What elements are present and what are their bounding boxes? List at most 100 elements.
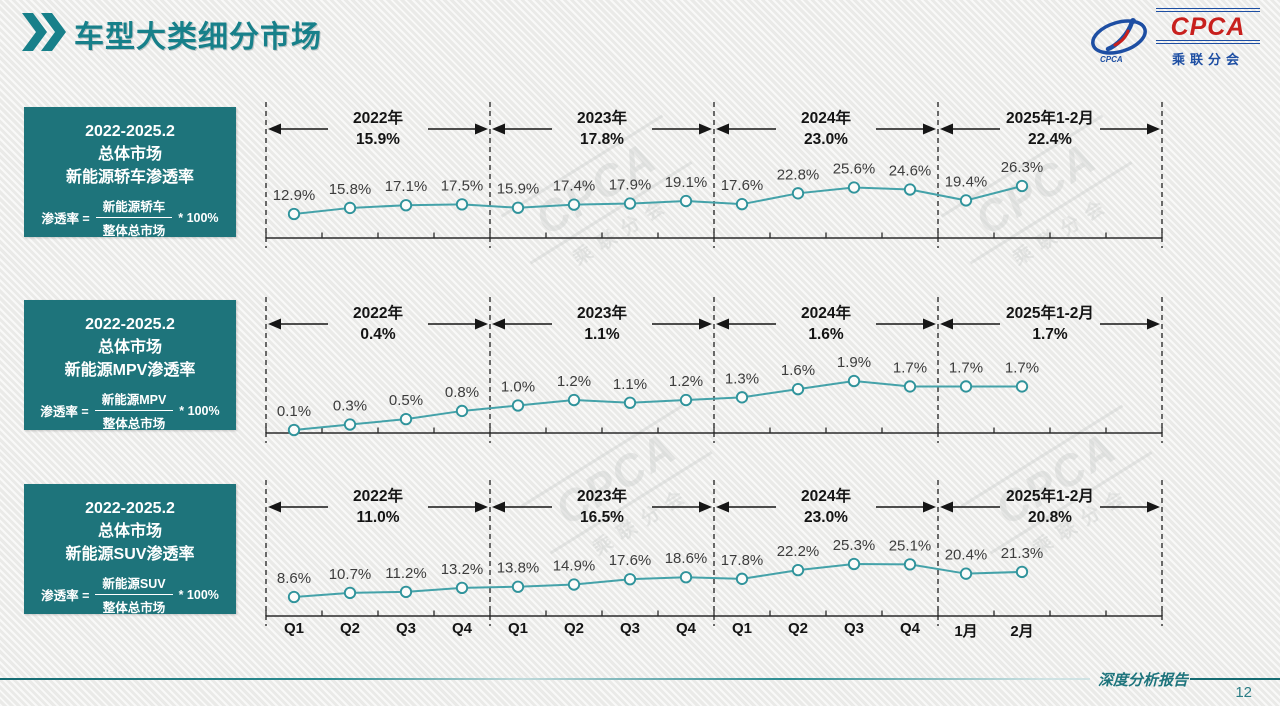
- data-label: 15.9%: [497, 181, 540, 198]
- data-point: [847, 374, 861, 388]
- x-axis-label: Q1: [507, 620, 528, 637]
- data-label: 17.6%: [609, 552, 652, 569]
- trend-line: [293, 185, 1023, 215]
- suv-penetration-line-chart: 2022年 11.0% 2023年 16.5% 2024年 23.0% 2025年1-2月 2…: [265, 480, 1163, 626]
- right-arrowhead-icon: [475, 318, 488, 330]
- right-arrowhead-icon: [475, 123, 488, 135]
- right-arrowhead-icon: [475, 501, 488, 513]
- info-box-metric: 新能源MPV渗透率: [64, 362, 196, 379]
- data-point: [287, 423, 301, 437]
- data-point: [343, 201, 357, 215]
- left-arrowhead-icon: [268, 123, 281, 135]
- left-arrowhead-icon: [940, 318, 953, 330]
- data-point: [567, 578, 581, 591]
- data-point: [735, 572, 749, 585]
- data-point: [735, 198, 749, 211]
- left-arrowhead-icon: [268, 318, 281, 330]
- data-point: [1015, 565, 1029, 579]
- x-axis-label: Q4: [675, 620, 696, 637]
- x-axis-label: Q4: [899, 620, 920, 637]
- data-label: 1.7%: [893, 359, 927, 376]
- data-label: 0.8%: [445, 384, 479, 401]
- x-axis-label: Q4: [451, 620, 472, 637]
- penetration-formula: 渗透率 = 新能源SUV 整体总市场 * 100%: [24, 573, 236, 616]
- segment-year-label: 2025年1-2月: [1006, 486, 1094, 505]
- x-axis-label: Q3: [843, 620, 864, 637]
- logo-pinstripes-bottom: [1156, 40, 1260, 46]
- data-point: [959, 194, 973, 207]
- data-label: 25.6%: [833, 160, 876, 177]
- segment-average-label: 22.4%: [1028, 131, 1072, 148]
- segment-average-label: 1.7%: [1032, 326, 1068, 343]
- info-box-metric: 新能源轿车渗透率: [65, 169, 194, 186]
- data-label: 13.8%: [497, 560, 540, 577]
- segment-year-label: 2023年: [577, 303, 627, 322]
- data-label: 1.1%: [613, 376, 647, 393]
- data-point: [567, 198, 581, 211]
- data-point: [679, 571, 693, 584]
- x-axis-label: 2月: [1010, 623, 1034, 640]
- data-label: 1.2%: [669, 373, 703, 390]
- left-arrowhead-icon: [940, 501, 953, 513]
- data-label: 1.7%: [949, 359, 983, 376]
- right-arrowhead-icon: [1147, 123, 1160, 135]
- right-arrowhead-icon: [699, 123, 712, 135]
- trend-line: [293, 379, 1022, 431]
- data-point: [399, 199, 413, 212]
- data-label: 17.6%: [721, 177, 764, 194]
- data-label: 13.2%: [441, 561, 484, 578]
- right-arrowhead-icon: [923, 501, 936, 513]
- data-label: 26.3%: [1001, 159, 1044, 176]
- footer-divider-left: [0, 678, 1090, 680]
- data-point: [511, 580, 525, 593]
- data-label: 10.7%: [329, 566, 372, 583]
- data-point: [623, 573, 637, 586]
- data-label: 17.9%: [609, 177, 652, 194]
- segment-average-label: 15.9%: [356, 131, 400, 148]
- data-label: 1.9%: [837, 354, 871, 371]
- segment-year-label: 2022年: [353, 486, 403, 505]
- data-label: 0.3%: [333, 398, 367, 415]
- header: 车型大类细分市场 CPCA CPCA 乘联分会: [0, 0, 1280, 72]
- data-point: [791, 383, 805, 396]
- data-point: [791, 187, 805, 200]
- right-arrowhead-icon: [699, 318, 712, 330]
- segment-year-label: 2024年: [801, 108, 851, 127]
- page-number: 12: [1235, 684, 1252, 701]
- data-label: 25.3%: [833, 537, 876, 554]
- data-point: [847, 557, 861, 571]
- data-label: 17.4%: [553, 178, 596, 195]
- data-label: 1.2%: [557, 373, 591, 390]
- data-label: 17.8%: [721, 552, 764, 569]
- data-point: [287, 207, 301, 221]
- x-axis-label: Q3: [395, 620, 416, 637]
- data-point: [1015, 380, 1029, 393]
- info-box-period: 2022-2025.2: [85, 316, 175, 333]
- data-label: 19.1%: [665, 174, 708, 191]
- sedan-penetration-line-chart: 2022年 15.9% 2023年 17.8% 2024年 23.0% 2025年1-2月 2…: [265, 102, 1163, 248]
- data-point: [791, 563, 805, 577]
- right-arrowhead-icon: [1147, 318, 1160, 330]
- data-point: [623, 197, 637, 210]
- data-label: 1.7%: [1005, 359, 1039, 376]
- data-point: [343, 418, 357, 431]
- x-axis-label: 1月: [954, 623, 978, 640]
- left-arrowhead-icon: [716, 318, 729, 330]
- data-label: 19.4%: [945, 173, 988, 190]
- data-label: 22.8%: [777, 166, 820, 183]
- data-label: 22.2%: [777, 543, 820, 560]
- data-point: [455, 404, 469, 418]
- left-arrowhead-icon: [492, 501, 505, 513]
- data-label: 15.8%: [329, 181, 372, 198]
- data-label: 0.5%: [389, 392, 423, 409]
- segment-average-label: 20.8%: [1028, 509, 1072, 526]
- segment-average-label: 17.8%: [580, 131, 624, 148]
- data-label: 17.1%: [385, 178, 428, 195]
- penetration-formula: 渗透率 = 新能源轿车 整体总市场 * 100%: [24, 196, 236, 239]
- data-point: [455, 581, 469, 595]
- data-point: [903, 380, 917, 393]
- logo-cpca-text: CPCA: [1170, 13, 1246, 41]
- data-point: [735, 391, 749, 404]
- segment-average-label: 1.6%: [808, 326, 844, 343]
- data-label: 24.6%: [889, 163, 932, 180]
